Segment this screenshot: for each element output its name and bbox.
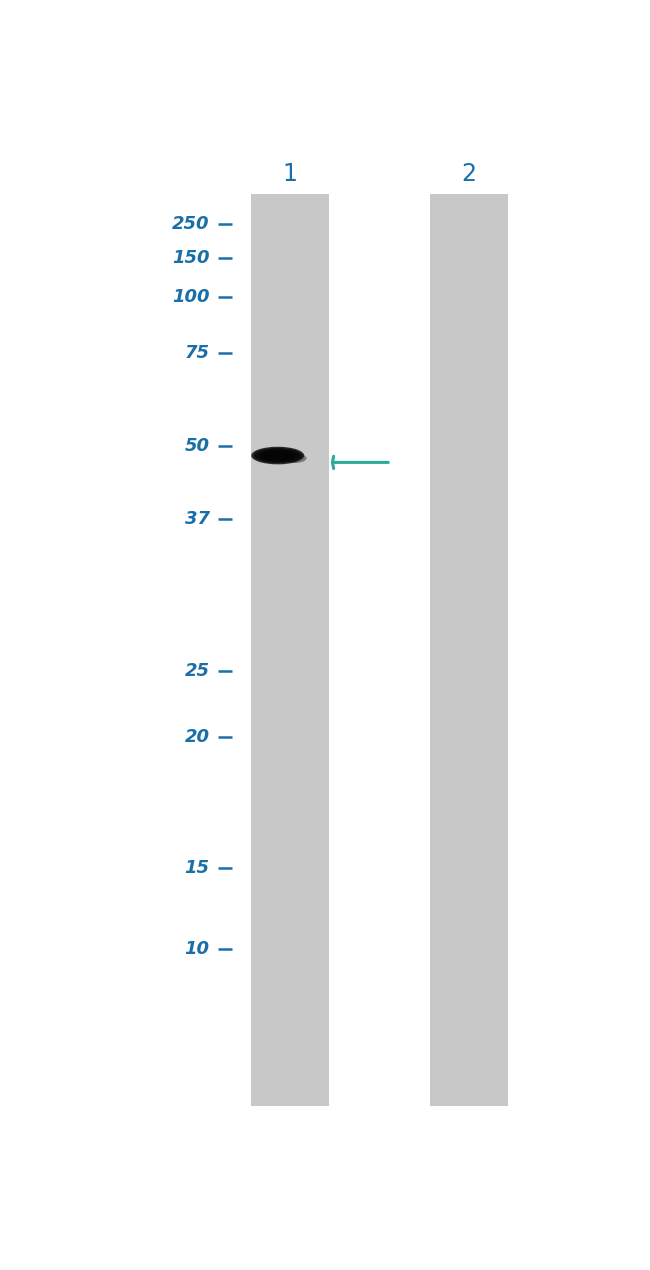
Bar [430,194,508,1106]
Text: 15: 15 [185,860,210,878]
Ellipse shape [283,453,307,464]
Ellipse shape [252,447,304,465]
Text: 2: 2 [462,161,476,185]
Ellipse shape [254,448,302,464]
Text: 10: 10 [185,940,210,959]
Text: 50: 50 [185,437,210,455]
Text: 20: 20 [185,728,210,747]
Ellipse shape [265,451,291,461]
Text: 100: 100 [172,288,210,306]
Bar [252,194,330,1106]
Text: 1: 1 [283,161,298,185]
Text: 37: 37 [185,511,210,528]
Ellipse shape [259,450,296,462]
Text: 25: 25 [185,662,210,679]
Text: 150: 150 [172,249,210,267]
Text: 250: 250 [172,215,210,232]
Text: 75: 75 [185,344,210,362]
